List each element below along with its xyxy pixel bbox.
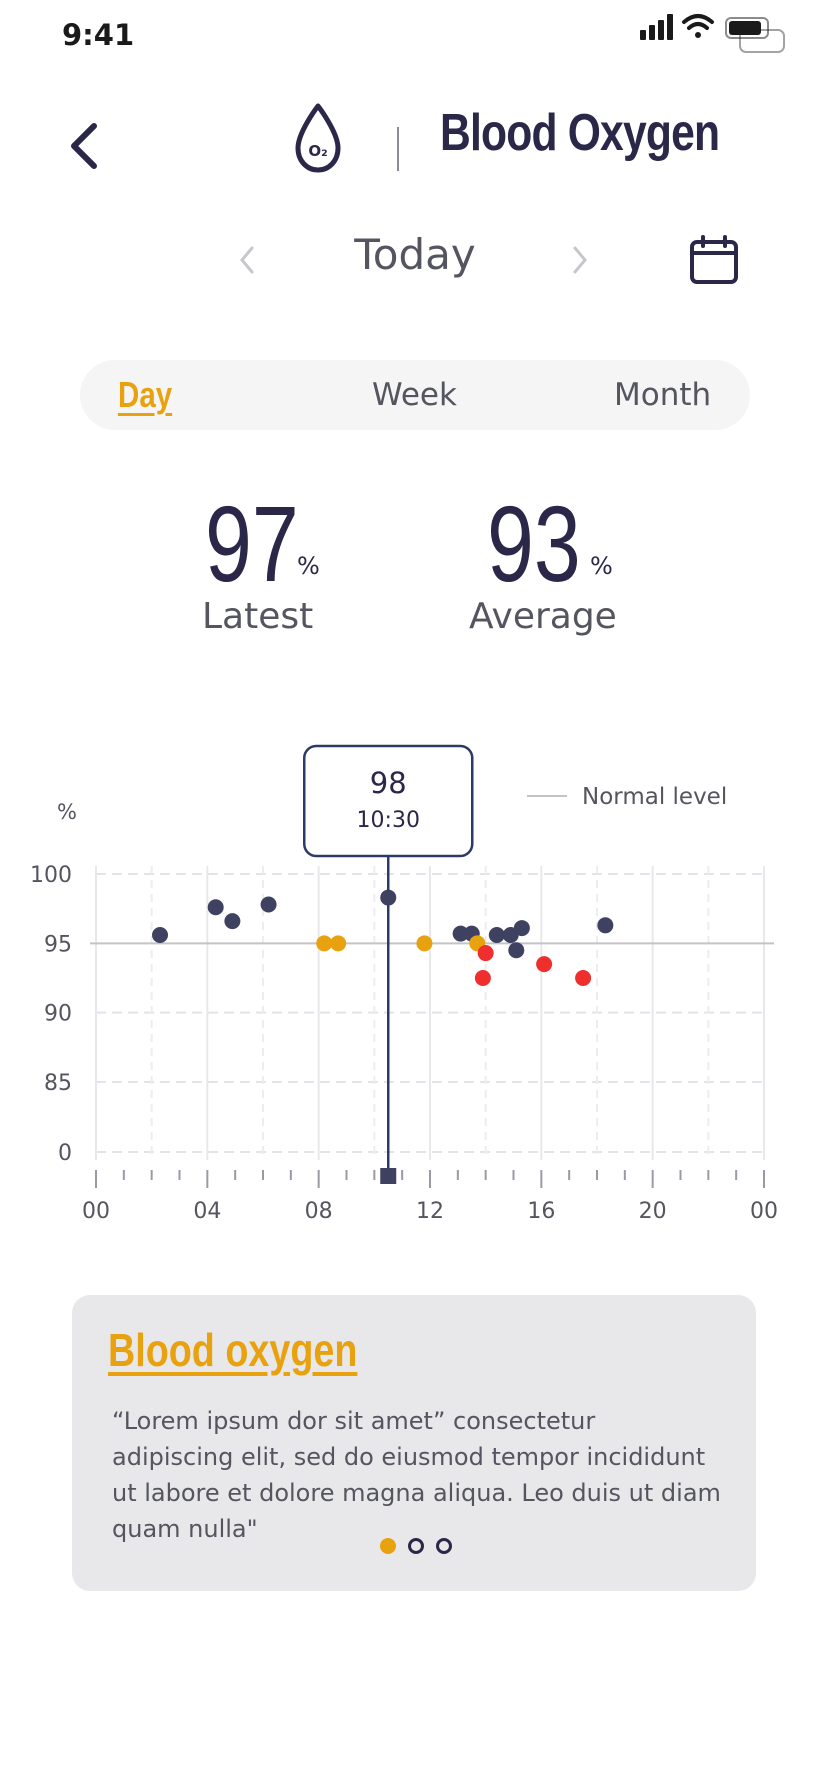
latest-label: Latest [202,596,314,637]
data-point [513,920,530,937]
tooltip: 98 10:30 [303,744,474,858]
o2-drop-icon: O₂ [295,103,341,173]
latest-value: 97 [205,483,299,604]
y-tick-label: 95 [44,932,72,957]
x-tick-label: 00 [82,1199,110,1224]
next-date-button[interactable] [565,240,595,280]
average-unit: % [590,552,613,580]
y-tick-label: 0 [58,1141,72,1166]
page-indicator [380,1538,452,1558]
page-dot-3[interactable] [436,1538,452,1554]
page-dot-1[interactable] [380,1538,396,1554]
back-button[interactable] [56,110,116,180]
chevron-right-icon [573,246,587,274]
tooltip-time: 10:30 [357,808,420,833]
signal-icon [640,14,673,40]
o2-symbol: O₂ [308,142,327,160]
chevron-left-icon [71,123,97,169]
y-tick-label: 100 [30,863,72,888]
tab-month[interactable]: Month [614,377,712,413]
date-label: Today [354,230,476,279]
blood-oxygen-chart: 100 95 90 85 0 00 04 08 12 16 20 00 98 10:30 Normal… [0,730,828,1250]
wifi-icon [682,14,714,38]
status-time: 9:41 [62,18,135,52]
previous-date-button[interactable] [232,240,262,280]
legend-label: Normal level [582,784,727,810]
info-card-text: “Lorem ipsum dor sit amet” consectetur a… [112,1407,721,1543]
chevron-left-icon [240,246,254,274]
tooltip-box [303,744,474,858]
x-tick-label: 08 [305,1199,333,1224]
average-value: 93 [487,483,581,604]
y-axis-unit: % [57,800,77,824]
data-point [416,935,433,952]
info-card: Blood oxygen “Lorem ipsum dor sit amet” … [72,1295,756,1591]
chart-grid [95,866,765,1160]
data-point [152,927,169,944]
header-divider [397,127,399,171]
status-icons [640,14,785,53]
data-point [575,970,592,986]
battery-icon [725,17,785,53]
tooltip-value: 98 [370,766,407,800]
data-point [508,942,525,959]
calendar-button[interactable] [688,234,740,286]
data-point [488,927,505,944]
data-point [452,925,469,942]
average-label: Average [469,596,617,637]
tab-week[interactable]: Week [372,377,457,413]
x-tick-label: 16 [527,1199,555,1224]
x-tick-label: 12 [416,1199,444,1224]
latest-unit: % [297,552,320,580]
data-point [536,956,553,973]
data-point [474,970,491,986]
tab-day[interactable]: Day [118,374,173,415]
y-tick-label: 90 [44,1002,72,1027]
data-point [224,913,241,930]
y-tick-label: 85 [44,1071,72,1096]
chart-points [152,889,614,986]
x-tick-label: 20 [639,1199,667,1224]
page-title: Blood Oxygen [440,104,720,162]
data-point [597,917,614,934]
page-dot-2[interactable] [408,1538,424,1554]
data-point [380,889,397,906]
data-point [316,935,333,952]
calendar-icon [690,235,738,284]
data-point [207,899,224,916]
x-tick-label: 00 [750,1199,778,1224]
info-card-title[interactable]: Blood oxygen [108,1324,358,1376]
data-point [477,945,494,962]
data-point [260,896,277,913]
period-segmented-control: Day Week Month [80,360,750,430]
tooltip-handle[interactable] [380,1168,397,1184]
data-point [330,935,347,952]
x-tick-label: 04 [193,1199,221,1224]
